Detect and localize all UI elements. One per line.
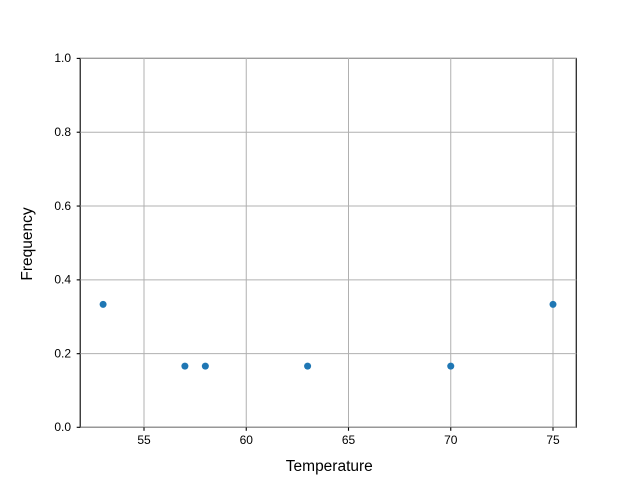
svg-text:0.2: 0.2 bbox=[54, 346, 71, 360]
svg-text:70: 70 bbox=[444, 433, 458, 447]
svg-text:Temperature: Temperature bbox=[286, 458, 373, 475]
svg-text:0.4: 0.4 bbox=[54, 273, 71, 287]
svg-text:Frequency: Frequency bbox=[19, 207, 36, 280]
svg-text:60: 60 bbox=[240, 433, 254, 447]
svg-text:0.6: 0.6 bbox=[54, 199, 71, 213]
svg-text:55: 55 bbox=[137, 433, 151, 447]
svg-text:1.0: 1.0 bbox=[54, 51, 71, 65]
svg-text:0.8: 0.8 bbox=[54, 125, 71, 139]
svg-text:0.0: 0.0 bbox=[54, 420, 71, 434]
svg-text:75: 75 bbox=[546, 433, 560, 447]
svg-text:65: 65 bbox=[342, 433, 356, 447]
